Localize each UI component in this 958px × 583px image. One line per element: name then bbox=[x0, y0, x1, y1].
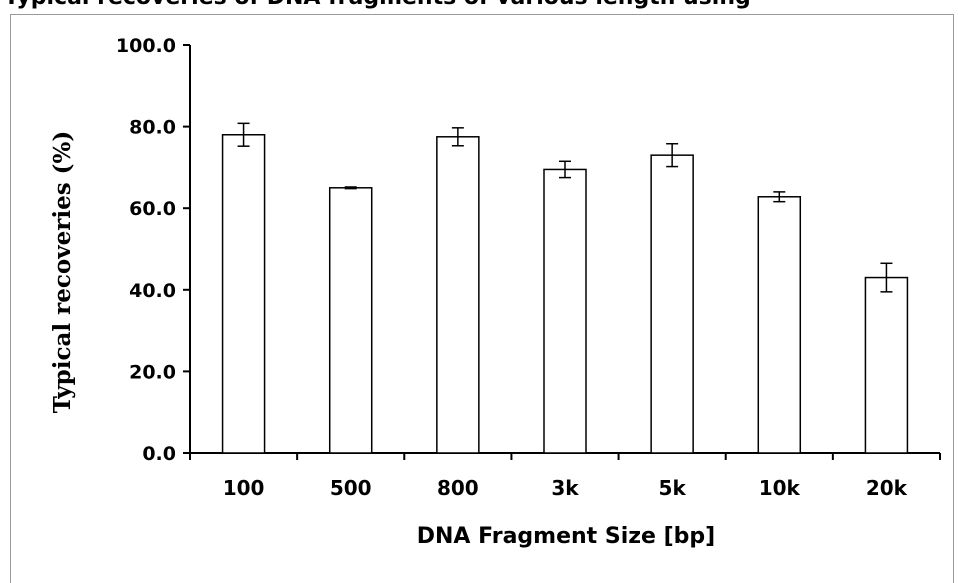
y-ticks-group: 0.0 20.0 40.0 60.0 80.0 100.0 bbox=[116, 35, 190, 465]
bars-group bbox=[223, 135, 908, 453]
bar bbox=[437, 137, 479, 453]
x-tick-label: 3k bbox=[551, 476, 579, 500]
y-tick-label: 100.0 bbox=[116, 35, 176, 57]
y-tick-label: 0.0 bbox=[142, 443, 176, 465]
x-ticks-group: 100 500 800 3k 5k 10k 20k bbox=[190, 453, 940, 500]
bar bbox=[223, 135, 265, 453]
x-tick-label: 100 bbox=[223, 476, 265, 500]
bar bbox=[544, 169, 586, 453]
bar bbox=[865, 278, 907, 453]
bar bbox=[758, 197, 800, 453]
y-tick-label: 40.0 bbox=[129, 280, 176, 302]
y-tick-label: 80.0 bbox=[129, 117, 176, 139]
y-tick-label: 20.0 bbox=[129, 361, 176, 383]
x-tick-label: 20k bbox=[866, 476, 908, 500]
x-tick-label: 5k bbox=[659, 476, 687, 500]
y-tick-label: 60.0 bbox=[129, 198, 176, 220]
x-tick-label: 500 bbox=[330, 476, 372, 500]
x-tick-label: 800 bbox=[437, 476, 479, 500]
x-tick-label: 10k bbox=[759, 476, 801, 500]
y-axis-label: Typical recoveries (%) bbox=[49, 131, 76, 414]
bar bbox=[330, 188, 372, 453]
bar bbox=[651, 155, 693, 453]
x-axis-label: DNA Fragment Size [bp] bbox=[417, 524, 715, 549]
